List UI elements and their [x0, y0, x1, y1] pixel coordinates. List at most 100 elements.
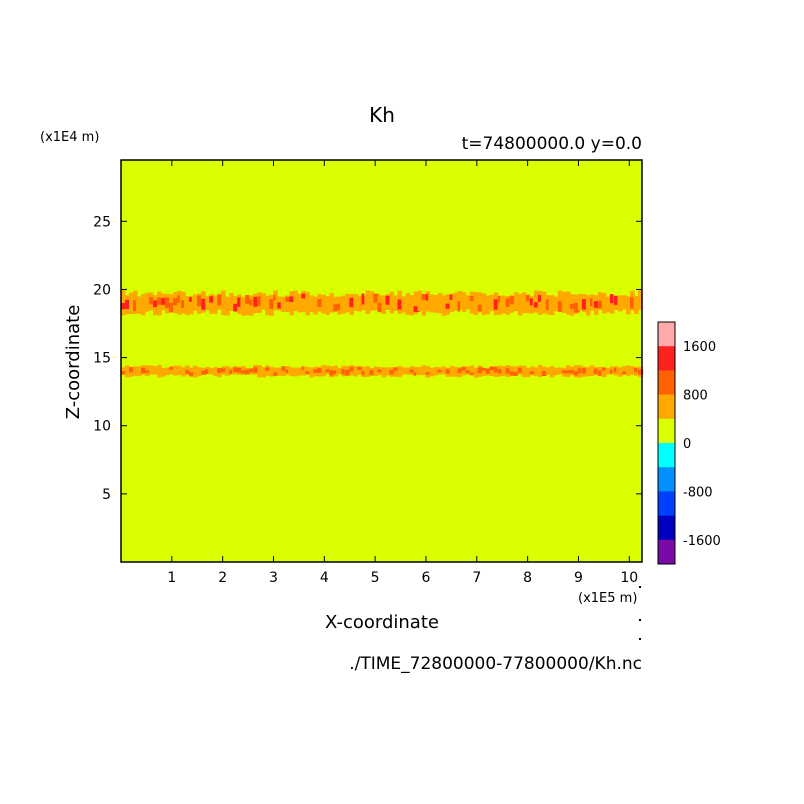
band-segment: [213, 295, 218, 314]
band-segment: [634, 295, 639, 314]
band-segment: [457, 291, 463, 310]
band-segment: [381, 295, 387, 314]
colorbar-tick-label: -1600: [683, 534, 721, 549]
x-axis-label: X-coordinate: [325, 612, 439, 633]
band-peak: [233, 303, 238, 312]
band-segment: [589, 365, 595, 376]
band-segment: [626, 296, 631, 315]
band-peak: [361, 370, 365, 376]
contour-bands: [121, 290, 644, 378]
band-peak: [545, 299, 549, 310]
band-segment: [205, 296, 210, 311]
band-peak: [237, 367, 242, 373]
band-peak: [245, 369, 251, 375]
band-segment: [353, 366, 358, 377]
colorbar-tick-label: -800: [683, 485, 713, 500]
band-peak: [377, 302, 383, 313]
band-peak: [497, 296, 501, 303]
band-segment: [265, 295, 270, 316]
band-segment: [245, 296, 250, 316]
band-peak: [241, 370, 247, 374]
band-peak: [557, 301, 564, 312]
band-peak: [305, 371, 312, 374]
band-peak: [273, 372, 279, 376]
band-segment: [489, 294, 495, 312]
band-segment: [209, 294, 214, 314]
x-tick-label: 10: [620, 570, 638, 586]
band-peak: [253, 367, 258, 373]
band-peak: [281, 366, 286, 371]
colorbar-swatch: [658, 418, 675, 444]
band-peak: [577, 368, 582, 374]
band-peak: [301, 293, 306, 299]
band-segment: [393, 295, 399, 311]
band-segment: [549, 366, 555, 378]
band-peak: [529, 371, 535, 375]
band-peak: [333, 304, 339, 312]
y-tick-label: 5: [102, 487, 111, 503]
marker-dot: [639, 586, 641, 588]
band-segment: [377, 295, 383, 311]
band-segment: [461, 367, 467, 376]
colorbar: 1600 800 0 -800 -1600: [657, 321, 721, 565]
band-segment: [533, 290, 539, 313]
contour-band: [121, 290, 643, 316]
band-segment: [429, 294, 435, 313]
band-peak: [289, 296, 295, 302]
band-peak: [425, 294, 429, 301]
band-segment: [417, 290, 423, 311]
x-tick-label: 9: [574, 570, 583, 586]
band-segment: [297, 367, 302, 376]
band-segment: [241, 296, 246, 316]
band-peak: [457, 368, 464, 373]
band-segment: [121, 290, 126, 316]
x-tick-label: 7: [472, 570, 481, 586]
band-segment: [605, 367, 611, 375]
colorbar-frame: [657, 321, 676, 565]
band-peak: [145, 370, 151, 373]
band-peak: [221, 368, 226, 372]
colorbar-tick-label: 0: [683, 437, 691, 452]
band-peak: [217, 294, 223, 306]
band-segment: [193, 294, 198, 311]
band-segment: [309, 295, 314, 313]
band-peak: [529, 298, 533, 306]
band-segment: [601, 293, 607, 314]
band-peak: [509, 296, 515, 305]
band-peak: [201, 298, 208, 310]
band-peak: [589, 298, 593, 307]
x-tick-label: 1: [167, 570, 176, 586]
band-segment: [289, 367, 294, 377]
band-peak: [317, 299, 323, 308]
band-segment: [401, 367, 407, 375]
band-segment: [157, 364, 162, 378]
y-axis-ticks: 5 10 15 20 25: [93, 214, 642, 503]
colorbar-swatch: [658, 467, 675, 492]
band-peak: [153, 300, 158, 308]
band-segment: [369, 291, 375, 311]
band-segment: [561, 291, 567, 313]
x-axis-ticks: 1 2 3 4 5 6 7 8 9 10: [167, 160, 638, 586]
band-peak: [569, 303, 575, 309]
band-segment: [601, 368, 607, 378]
band-segment: [449, 293, 455, 312]
band-segment: [537, 365, 543, 378]
band-peak: [609, 294, 614, 304]
band-peak: [509, 371, 514, 376]
band-segment: [461, 292, 467, 312]
band-segment: [618, 367, 623, 377]
colorbar-swatch: [658, 491, 675, 516]
band-peak: [601, 367, 606, 371]
band-segment: [553, 367, 559, 376]
band-peak: [173, 298, 179, 306]
band-segment: [501, 295, 507, 314]
band-segment: [437, 292, 443, 314]
band-peak: [377, 369, 384, 373]
chart-title: Kh: [369, 103, 395, 127]
band-peak: [265, 367, 270, 371]
band-peak: [181, 300, 185, 308]
band-peak: [409, 369, 416, 373]
band-peak: [613, 295, 618, 305]
band-segment: [421, 296, 427, 316]
band-peak: [373, 293, 380, 303]
